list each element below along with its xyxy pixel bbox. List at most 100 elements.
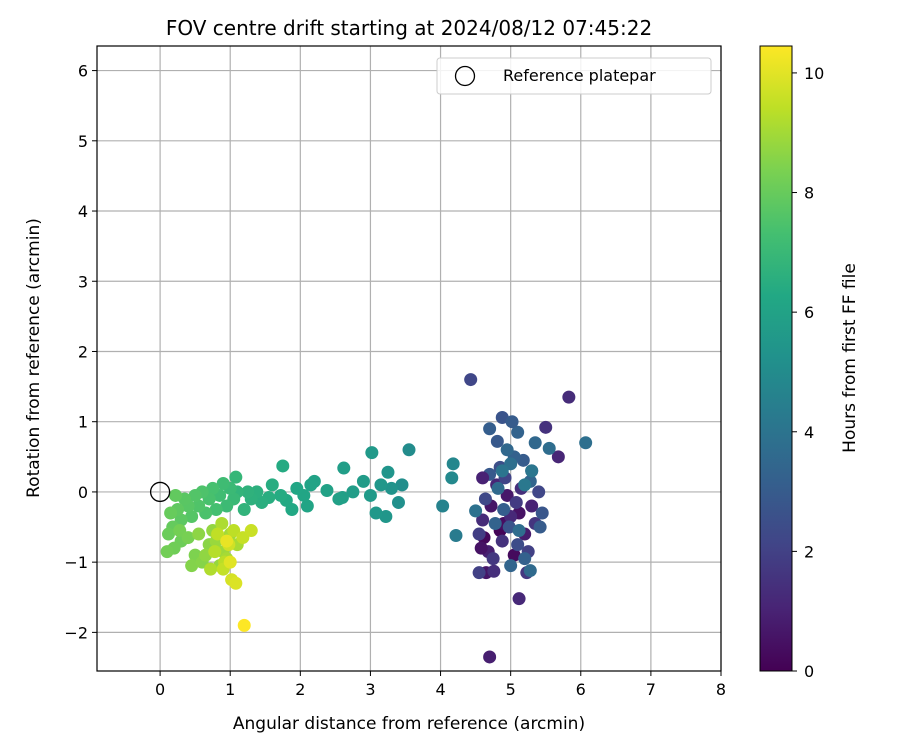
data-point-80 [356,474,370,488]
y-tick-label-2: 0 [78,483,88,502]
data-point-68 [446,457,460,471]
plot-frame [96,45,722,672]
data-point-45 [472,566,486,580]
reference-point [149,481,171,503]
y-tick-label-1: −1 [64,553,88,572]
x-axis-label: Angular distance from reference (arcmin) [233,714,585,734]
data-point-134 [192,527,206,541]
x-tick-label-0: 0 [155,680,165,699]
data-point-81 [346,485,360,499]
data-point-62 [476,471,490,485]
colorbar-tick-label-4: 8 [804,184,814,203]
data-point-131 [185,559,199,573]
data-point-77 [369,506,383,520]
y-tick-label-6: 4 [78,202,88,221]
data-point-95 [265,478,279,492]
y-tick-label-5: 3 [78,272,88,291]
y-tick-label-7: 5 [78,132,88,151]
x-tick-label-5: 5 [506,680,516,699]
data-point-82 [337,461,351,475]
chart-title: FOV centre drift starting at 2024/08/12 … [166,16,652,40]
data-point-66 [449,528,463,542]
data-point-78 [365,446,379,460]
data-point-23 [511,538,525,552]
data-point-151 [244,524,258,538]
data-point-85 [320,484,334,498]
colorbar-tick-label-3: 6 [804,303,814,322]
data-point-101 [237,502,251,516]
data-point-100 [241,485,255,499]
legend-marker-open-circle [454,65,476,87]
data-point-18 [472,527,486,541]
data-point-116 [185,510,199,524]
data-point-51 [511,425,525,439]
data-point-59 [504,559,518,573]
data-point-61 [518,552,532,566]
colorbar-tick-label-5: 10 [804,64,824,83]
data-point-55 [490,434,504,448]
data-point-75 [379,510,393,524]
data-point-148 [211,527,225,541]
colorbar-tick-label-2: 4 [804,423,814,442]
data-point-56 [505,415,519,429]
colorbar-tick-label-0: 0 [804,662,814,681]
data-point-58 [523,564,537,578]
data-point-43 [487,564,501,578]
data-point-57 [542,441,556,455]
data-point-84 [332,492,346,506]
reference-marker [149,481,171,503]
data-point-30 [497,502,511,516]
data-point-17 [509,495,523,509]
data-point-156 [220,534,234,548]
data-point-54 [528,436,542,450]
data-point-109 [209,502,223,516]
y-axis-ticks: −2 −1 0 1 2 3 4 5 6 [64,62,97,642]
data-point-32 [488,517,502,531]
legend: Reference platepar [436,57,712,95]
data-point-70 [402,443,416,457]
data-point-123 [164,506,178,520]
data-point-107 [216,477,230,490]
x-axis-ticks: 0 1 2 3 4 5 6 7 8 [155,671,726,699]
data-point-79 [363,488,377,502]
x-tick-label-1: 1 [225,680,235,699]
data-point-88 [300,499,314,513]
x-tick-label-3: 3 [365,680,375,699]
data-point-93 [276,459,290,473]
data-point-115 [188,488,202,502]
data-point-39 [518,478,532,492]
colorbar-ticks: 0 2 4 6 8 10 [792,64,824,681]
data-point-72 [391,495,405,509]
data-point-22 [478,492,492,506]
data-point-110 [206,481,220,495]
colorbar-tick-label-1: 2 [804,542,814,561]
data-point-69 [445,471,459,485]
data-point-46 [464,373,478,387]
x-tick-label-2: 2 [295,680,305,699]
x-tick-label-4: 4 [435,680,445,699]
data-point-73 [384,481,398,495]
data-point-121 [169,488,183,502]
data-point-21 [532,485,546,499]
data-point-36 [512,524,526,538]
data-point-87 [304,478,318,492]
data-point-26 [502,520,516,534]
grid [97,46,722,671]
data-point-42 [512,592,526,606]
data-point-67 [436,499,450,513]
legend-box [436,57,712,95]
data-point-124 [162,527,176,541]
data-point-48 [539,420,553,434]
data-point-35 [491,481,505,495]
data-points [160,373,593,664]
x-tick-label-8: 8 [716,680,726,699]
data-point-145 [208,545,222,559]
y-axis-label: Rotation from reference (arcmin) [24,218,44,498]
data-point-53 [579,436,593,450]
data-point-97 [255,495,269,509]
data-point-49 [495,410,509,424]
data-point-76 [374,478,388,492]
data-point-50 [483,422,497,436]
data-point-103 [229,470,243,484]
